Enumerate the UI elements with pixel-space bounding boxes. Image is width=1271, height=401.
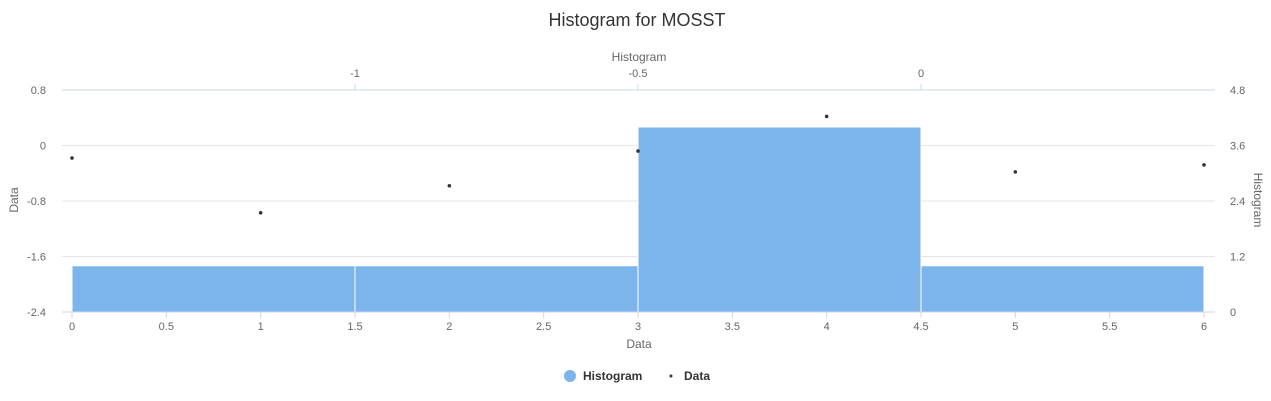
data-point — [258, 210, 263, 215]
data-point — [636, 149, 640, 153]
y2-tick-label: 4.8 — [1230, 85, 1245, 97]
y2-tick-label: 0 — [1230, 307, 1236, 319]
y-axis-title: Data — [7, 187, 21, 213]
x-axis-title: Data — [626, 337, 652, 351]
legend-histogram-label: Histogram — [583, 369, 642, 383]
x-tick-label: 1.5 — [347, 321, 362, 333]
y-tick-label: 0.8 — [31, 85, 46, 97]
histogram-bars — [71, 126, 1205, 313]
histogram-bar — [354, 265, 639, 313]
y2-tick-label: 1.2 — [1230, 252, 1245, 264]
data-point — [70, 156, 74, 160]
x2-tick-label: -1 — [350, 68, 360, 80]
legend-data-symbol — [669, 374, 673, 378]
legend-histogram-symbol — [564, 370, 576, 382]
y-tick-label: -2.4 — [27, 307, 46, 319]
y2-axis-title: Histogram — [1251, 173, 1265, 228]
axes: 0.8 0 -0.8 -1.6 -2.4 4.8 3.6 2.4 1.2 0 0 0.5 1 1.5 2 2.… — [27, 68, 1245, 333]
legend-data-label: Data — [684, 369, 710, 383]
y-tick-label: -1.6 — [27, 252, 46, 264]
y-tick-label: -0.8 — [27, 196, 46, 208]
x-tick-label: 1 — [258, 321, 264, 333]
x-tick-label: 2.5 — [536, 321, 551, 333]
chart-title: Histogram for MOSST — [548, 10, 725, 30]
histogram-bar — [637, 126, 922, 313]
x-tick-label: 3.5 — [725, 321, 740, 333]
y-tick-label: 0 — [40, 141, 46, 153]
x2-tick-label: -0.5 — [629, 68, 648, 80]
x2-axis-title: Histogram — [612, 50, 667, 64]
data-point — [824, 114, 829, 119]
data-point — [1013, 170, 1018, 174]
data-point — [1202, 163, 1206, 167]
x-tick-label: 4.5 — [913, 321, 928, 333]
data-point — [447, 183, 452, 188]
data-points — [70, 114, 1206, 215]
y2-tick-label: 2.4 — [1230, 196, 1245, 208]
x-tick-label: 3 — [635, 321, 641, 333]
y2-tick-label: 3.6 — [1230, 141, 1245, 153]
x-tick-label: 0.5 — [159, 321, 174, 333]
x-tick-label: 4 — [824, 321, 830, 333]
x-tick-label: 5 — [1012, 321, 1018, 333]
x-tick-label: 0 — [69, 321, 75, 333]
x-tick-label: 6 — [1201, 321, 1207, 333]
histogram-bar — [71, 265, 356, 313]
x-tick-label: 5.5 — [1102, 321, 1117, 333]
legend-item-histogram[interactable]: Histogram — [564, 369, 642, 383]
histogram-bar — [920, 265, 1205, 313]
x2-tick-label: 0 — [918, 68, 924, 80]
legend-item-data[interactable]: Data — [669, 369, 711, 383]
x-tick-label: 2 — [446, 321, 452, 333]
legend: Histogram Data — [564, 369, 710, 383]
